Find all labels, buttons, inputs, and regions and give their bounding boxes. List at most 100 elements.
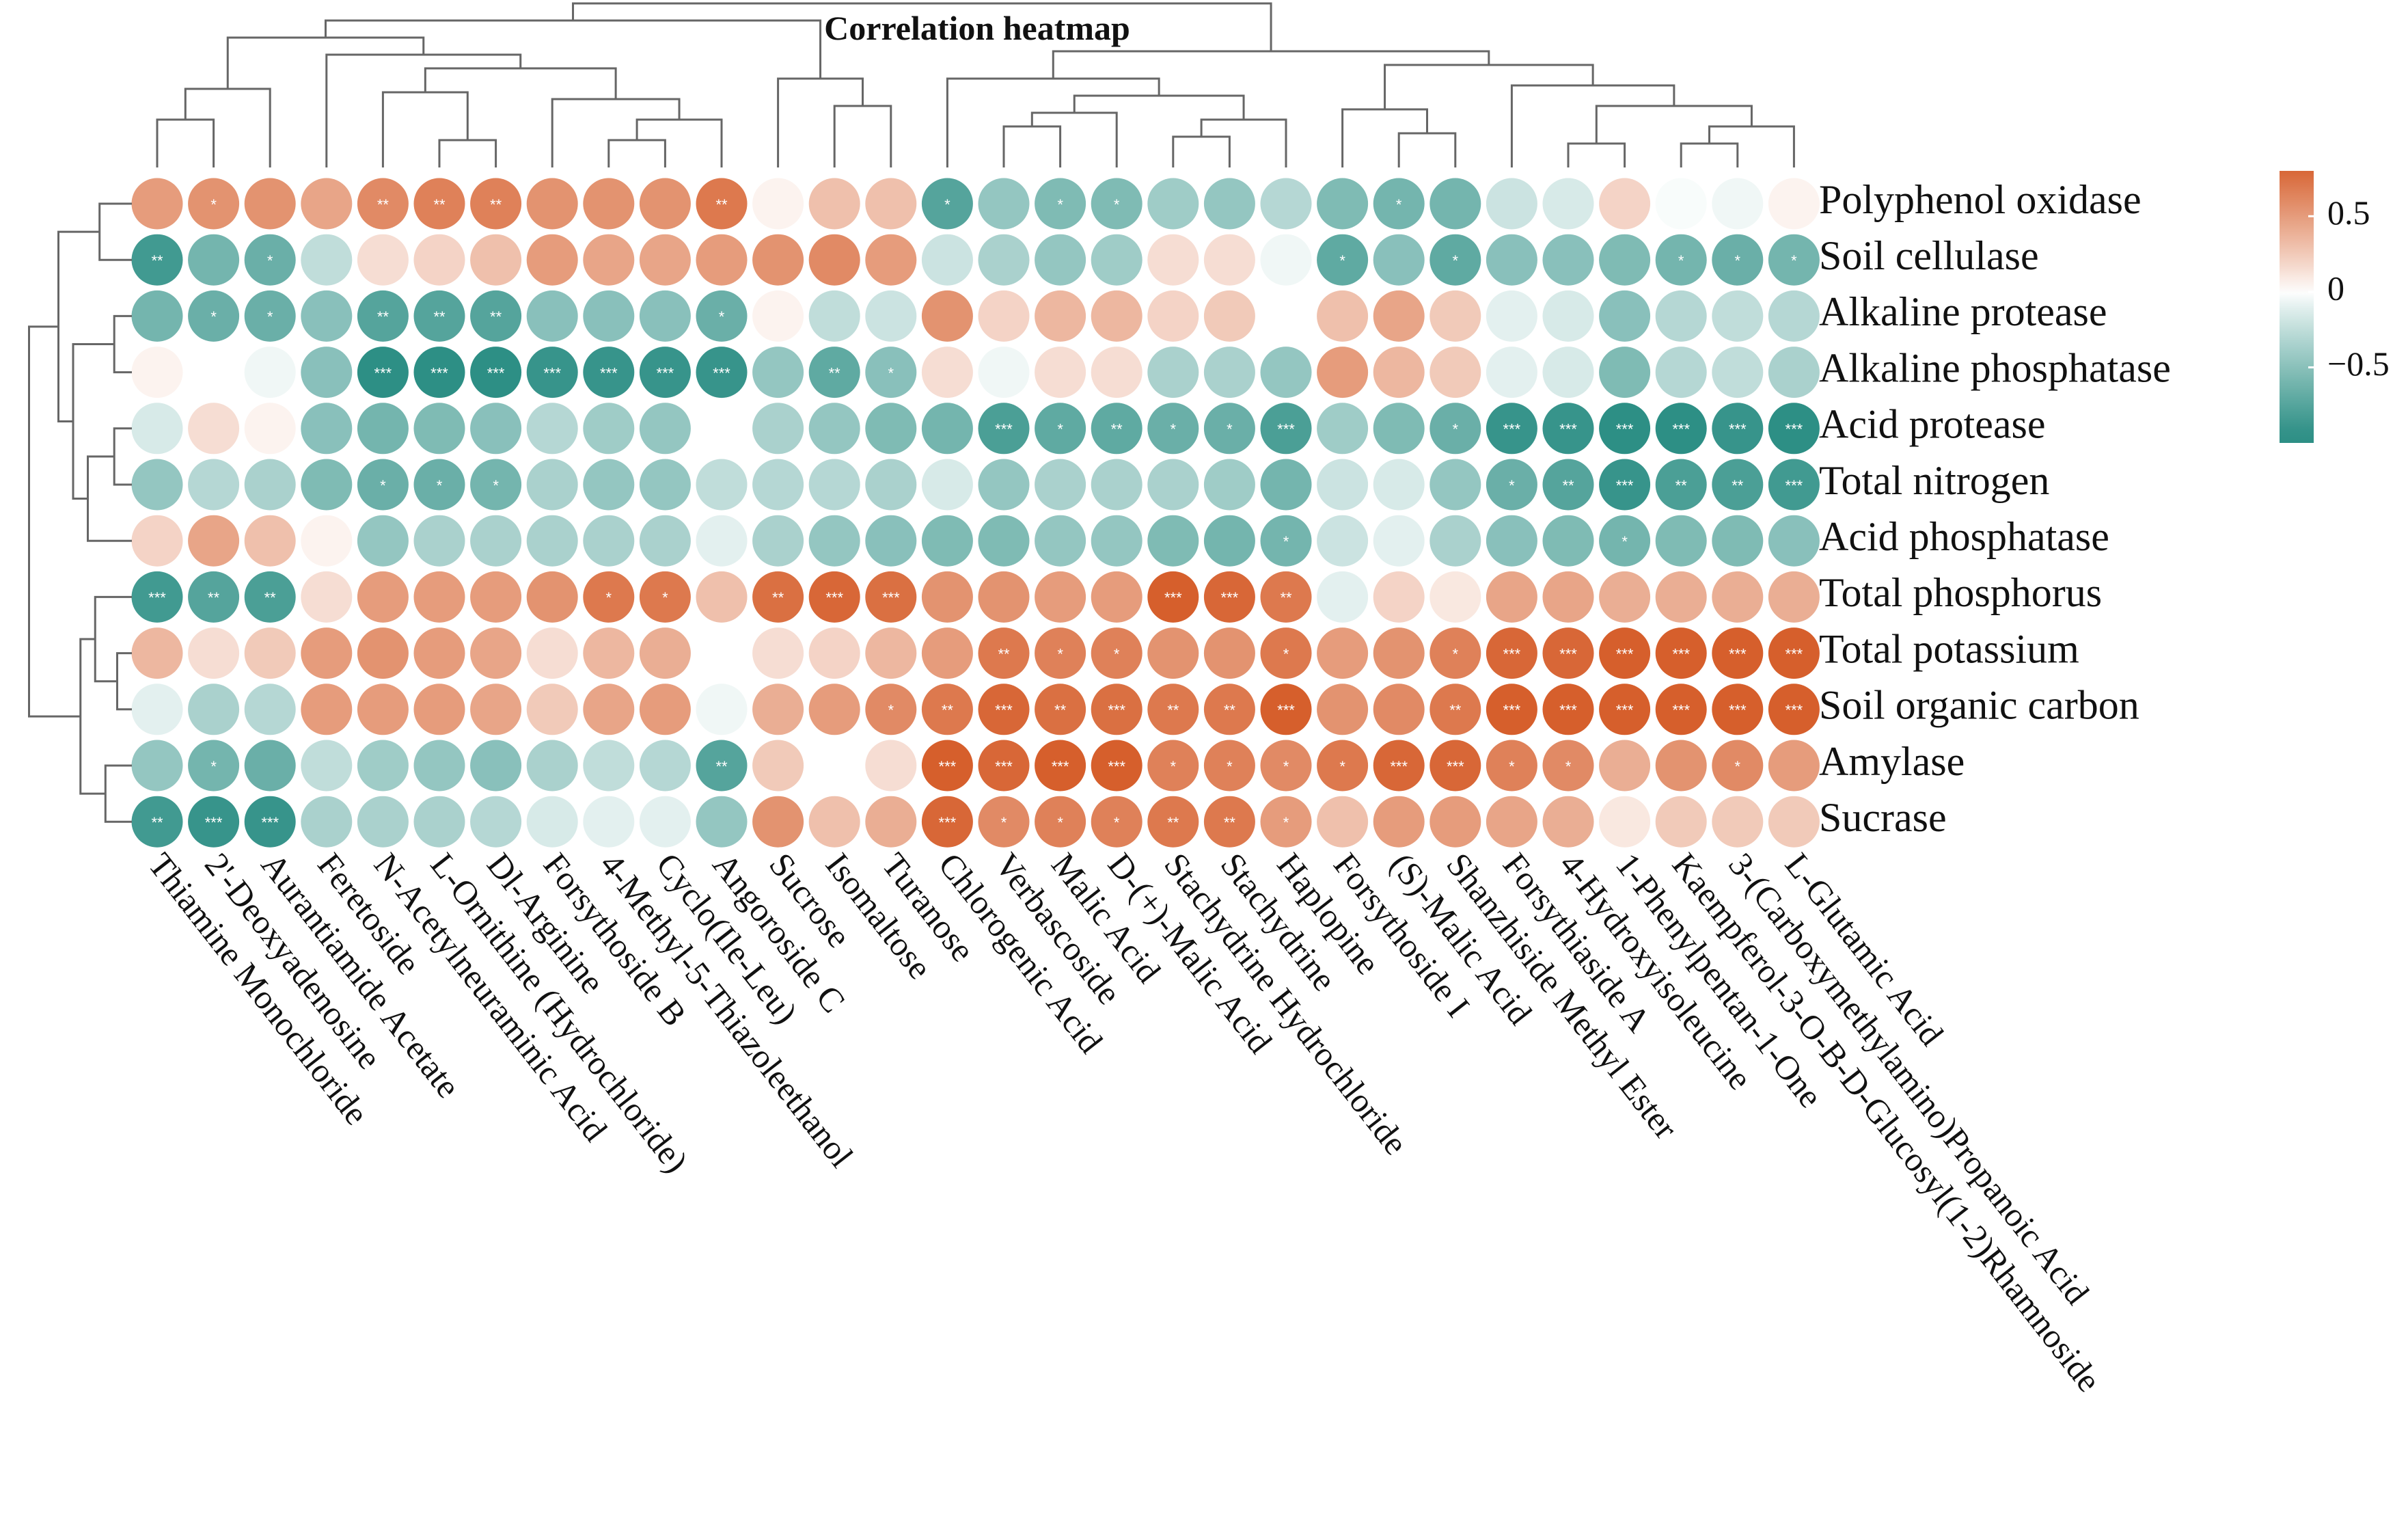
heatmap-cell (1373, 627, 1425, 679)
heatmap-cell (301, 347, 353, 398)
heatmap-cell (639, 459, 691, 511)
heatmap-cell (188, 627, 240, 679)
heatmap-cell (413, 684, 465, 735)
heatmap-cell (865, 234, 917, 286)
heatmap-cell (1147, 178, 1199, 230)
heatmap-cell (1486, 178, 1537, 230)
heatmap-cell (1712, 234, 1764, 286)
heatmap-cell (357, 740, 409, 792)
heatmap-cell (1035, 571, 1086, 623)
heatmap-cell (978, 403, 1030, 455)
heatmap-cell (583, 290, 635, 342)
heatmap-cell (865, 178, 917, 230)
significance-mark: *** (261, 814, 279, 831)
heatmap-cell (1542, 796, 1594, 848)
heatmap-cell (1317, 459, 1369, 511)
dendrogram-link (87, 455, 132, 542)
heatmap-cell (808, 459, 860, 511)
heatmap-cell (1035, 347, 1086, 398)
heatmap-cell (1429, 178, 1481, 230)
heatmap-cell (470, 740, 522, 792)
heatmap-cell (1203, 347, 1255, 398)
heatmap-cell (865, 796, 917, 848)
heatmap-cell (639, 403, 691, 455)
heatmap-cell (470, 515, 522, 567)
significance-mark: * (1453, 421, 1459, 438)
heatmap-cell (244, 571, 296, 623)
heatmap-cell (1203, 684, 1255, 735)
heatmap-cell (1091, 459, 1143, 511)
heatmap-cell (696, 571, 748, 623)
row-label: Total nitrogen (1819, 458, 2049, 503)
heatmap-cell (865, 403, 917, 455)
significance-mark: * (267, 252, 273, 269)
heatmap-cell (1203, 290, 1255, 342)
significance-mark: *** (1729, 645, 1747, 662)
significance-mark: *** (825, 589, 843, 606)
significance-mark: *** (1672, 702, 1690, 719)
heatmap-cell (1147, 740, 1199, 792)
significance-mark: * (1283, 533, 1289, 550)
dendrogram-link (104, 764, 132, 823)
heatmap-cell (1712, 290, 1764, 342)
heatmap-cell (188, 234, 240, 286)
heatmap-cell (357, 459, 409, 511)
heatmap-cell (1373, 796, 1425, 848)
heatmap-cell (1599, 234, 1651, 286)
heatmap-cell (470, 571, 522, 623)
heatmap-cell (244, 178, 296, 230)
heatmap-cell (639, 740, 691, 792)
heatmap-cell (921, 796, 973, 848)
heatmap-cell (1317, 290, 1369, 342)
heatmap-cell (301, 459, 353, 511)
heatmap-cell (1091, 684, 1143, 735)
row-label: Alkaline phosphatase (1819, 345, 2171, 390)
heatmap-cell (413, 796, 465, 848)
heatmap-cell (1260, 571, 1312, 623)
heatmap-cell (131, 515, 183, 567)
heatmap-cell (1768, 178, 1820, 230)
row-label: Total potassium (1819, 626, 2079, 671)
heatmap-cell (1147, 684, 1199, 735)
heatmap-cell (1599, 459, 1651, 511)
significance-mark: *** (1277, 421, 1295, 438)
row-label: Acid protease (1819, 402, 2046, 447)
dendrogram-link (1397, 132, 1457, 167)
heatmap-cell (1655, 796, 1707, 848)
significance-mark: *** (882, 589, 900, 606)
significance-mark: * (380, 477, 386, 494)
heatmap-cell (752, 740, 804, 792)
significance-mark: * (1565, 758, 1572, 775)
heatmap-cell (865, 740, 917, 792)
heatmap-cell (1429, 571, 1481, 623)
significance-mark: ** (151, 814, 163, 831)
colorbar-tick-label: −0.5 (2327, 344, 2390, 383)
heatmap-cell (808, 515, 860, 567)
heatmap-cell (752, 178, 804, 230)
dendrogram-link (833, 105, 892, 167)
heatmap-cell (978, 290, 1030, 342)
significance-mark: * (493, 477, 499, 494)
heatmap-cell (1147, 515, 1199, 567)
significance-mark: ** (208, 589, 220, 606)
heatmap-cell (470, 234, 522, 286)
row-label: Polyphenol oxidase (1819, 177, 2142, 222)
heatmap-cell (639, 627, 691, 679)
heatmap-cell (1768, 403, 1820, 455)
heatmap-cell (1147, 796, 1199, 848)
heatmap-cell (921, 740, 973, 792)
row-label: Total phosphorus (1819, 570, 2102, 615)
heatmap-cell (301, 740, 353, 792)
row-label: Sucrase (1819, 795, 1947, 840)
heatmap-cell (188, 459, 240, 511)
heatmap-cell (639, 347, 691, 398)
heatmap-cell (413, 459, 465, 511)
heatmap-cell (1147, 347, 1199, 398)
significance-mark: * (210, 758, 217, 775)
heatmap-cell (1599, 571, 1651, 623)
heatmap-cell (1599, 740, 1651, 792)
heatmap-cell (1035, 515, 1086, 567)
significance-mark: ** (433, 196, 446, 213)
heatmap-cell (978, 178, 1030, 230)
heatmap-cell (357, 571, 409, 623)
